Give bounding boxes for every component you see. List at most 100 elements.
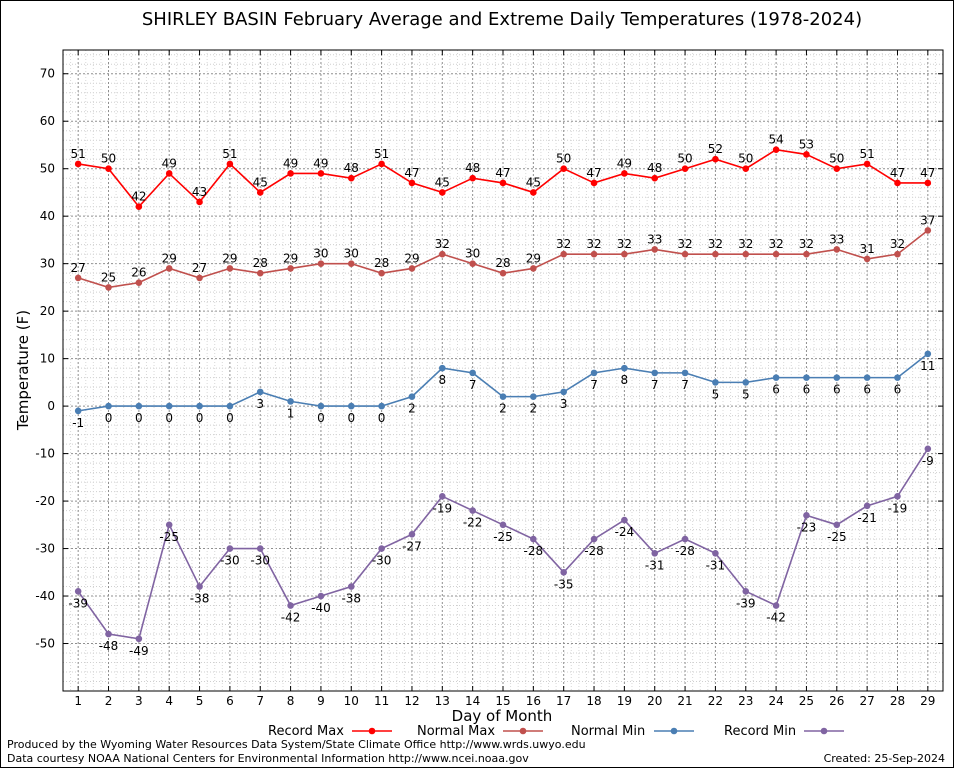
normal-max-point <box>165 265 173 272</box>
series-normal-max: 27 25 26 29 27 29 28 29 30 30 28 29 32 30 28 29 32 32 32 33… <box>71 213 935 291</box>
x-tick-label: 8 <box>287 694 295 708</box>
legend-marker-normal-min <box>670 727 678 735</box>
legend-label-record-max: Record Max <box>268 724 344 739</box>
normal-max-data-label: 27 <box>192 261 207 275</box>
normal-max-data-label: 32 <box>586 237 601 251</box>
normal-max-data-label: 32 <box>738 237 753 251</box>
normal-min-data-label: 7 <box>590 378 598 392</box>
normal-max-data-label: 32 <box>556 237 571 251</box>
normal-min-point <box>803 374 810 381</box>
x-tick-label: 23 <box>738 694 753 708</box>
record-min-data-label: -35 <box>554 577 574 591</box>
normal-max-data-label: 28 <box>374 256 389 270</box>
record-max-point <box>287 170 294 177</box>
normal-max-data-label: 29 <box>162 251 177 265</box>
record-min-data-label: -24 <box>615 525 635 539</box>
x-axis: 1 2 3 4 5 6 7 8 9 10 11 12 13 14 15 16 17 18 19 20 21 22 23 24 2… <box>74 50 935 708</box>
normal-max-point <box>803 250 810 258</box>
normal-max-point <box>742 250 750 258</box>
record-max-data-label: 51 <box>71 147 86 161</box>
record-max-data-label: 51 <box>859 147 874 161</box>
normal-max-point <box>105 284 112 291</box>
record-min-data-label: -31 <box>706 558 726 572</box>
x-tick-label: 25 <box>799 694 814 708</box>
record-min-point <box>924 445 932 453</box>
normal-min-data-label: 0 <box>317 411 325 425</box>
record-max-data-label: 49 <box>162 156 177 170</box>
normal-max-data-label: 29 <box>526 251 541 265</box>
record-min-point <box>378 545 385 552</box>
normal-min-point <box>287 398 294 405</box>
record-max-point <box>165 170 173 177</box>
normal-max-data-label: 29 <box>283 251 298 265</box>
normal-min-point <box>347 402 355 410</box>
normal-min-data-label: -1 <box>72 416 84 430</box>
normal-max-point <box>317 260 325 267</box>
record-min-point <box>742 587 750 595</box>
record-max-data-label: 53 <box>799 137 814 151</box>
record-max-point <box>74 160 82 168</box>
record-min-data-label: -25 <box>159 530 179 544</box>
x-tick-label: 22 <box>708 694 723 708</box>
normal-max-point <box>651 246 659 253</box>
normal-min-data-label: 8 <box>438 373 446 387</box>
normal-min-point <box>530 393 537 400</box>
x-tick-label: 9 <box>317 694 325 708</box>
record-max-data-label: 47 <box>404 166 419 180</box>
record-min-data-label: -25 <box>493 530 513 544</box>
normal-min-point <box>439 364 446 372</box>
normal-min-data-label: 0 <box>196 411 204 425</box>
record-min-data-label: -19 <box>433 501 453 515</box>
record-max-point <box>894 179 901 187</box>
normal-max-point <box>196 274 203 282</box>
record-max-data-label: 49 <box>283 156 298 170</box>
normal-max-data-label: 32 <box>768 237 783 251</box>
normal-max-data-label: 28 <box>495 256 510 270</box>
normal-max-data-label: 25 <box>101 270 116 284</box>
record-min-data-label: -28 <box>675 544 695 558</box>
normal-min-data-label: 1 <box>287 406 295 420</box>
x-tick-label: 6 <box>226 694 234 708</box>
series-normal-min: -1 0 0 0 0 0 3 1 0 0 0 2 8 7 2 2 3 7 8 7 7 5 5 6 6 6 6 6 11 <box>72 350 935 430</box>
normal-max-data-label: 30 <box>313 247 328 261</box>
record-max-data-label: 49 <box>313 156 328 170</box>
normal-max-data-label: 27 <box>71 261 86 275</box>
normal-min-point <box>256 388 264 396</box>
record-min-data-label: -23 <box>797 520 817 534</box>
record-max-data-label: 54 <box>768 133 783 147</box>
record-max-data-label: 45 <box>526 175 541 189</box>
x-tick-label: 18 <box>586 694 601 708</box>
normal-max-point <box>621 250 628 258</box>
record-max-data-label: 45 <box>435 175 450 189</box>
legend: Record Max Normal Max Normal Min Record Min <box>268 724 844 739</box>
record-min-data-label: -39 <box>736 596 756 610</box>
y-tick-label: -20 <box>35 494 55 508</box>
x-tick-label: 20 <box>647 694 662 708</box>
normal-min-point <box>590 369 598 377</box>
record-min-data-label: -39 <box>68 596 88 610</box>
normal-min-data-label: 6 <box>772 383 780 397</box>
normal-min-data-label: 5 <box>712 387 720 401</box>
normal-max-data-label: 26 <box>131 266 146 280</box>
created-date: Created: 25-Sep-2024 <box>824 752 945 765</box>
record-max-data-label: 48 <box>647 161 662 175</box>
y-tick-label: 40 <box>40 209 55 223</box>
normal-min-point <box>863 374 871 381</box>
legend-label-normal-max: Normal Max <box>417 724 495 739</box>
x-axis-title: Day of Month <box>452 707 553 725</box>
normal-max-data-label: 32 <box>617 237 632 251</box>
record-min-point <box>317 592 325 600</box>
record-min-data-label: -30 <box>250 554 270 568</box>
record-max-data-label: 51 <box>222 147 237 161</box>
normal-max-point <box>135 279 143 286</box>
normal-max-point <box>499 269 507 277</box>
record-max-point <box>530 189 537 196</box>
legend-label-record-min: Record Min <box>724 724 796 739</box>
record-min-point <box>165 521 173 529</box>
legend-marker-record-min <box>820 727 828 735</box>
record-min-point <box>863 502 871 510</box>
normal-min-data-label: 6 <box>863 383 871 397</box>
normal-min-point <box>924 350 932 358</box>
